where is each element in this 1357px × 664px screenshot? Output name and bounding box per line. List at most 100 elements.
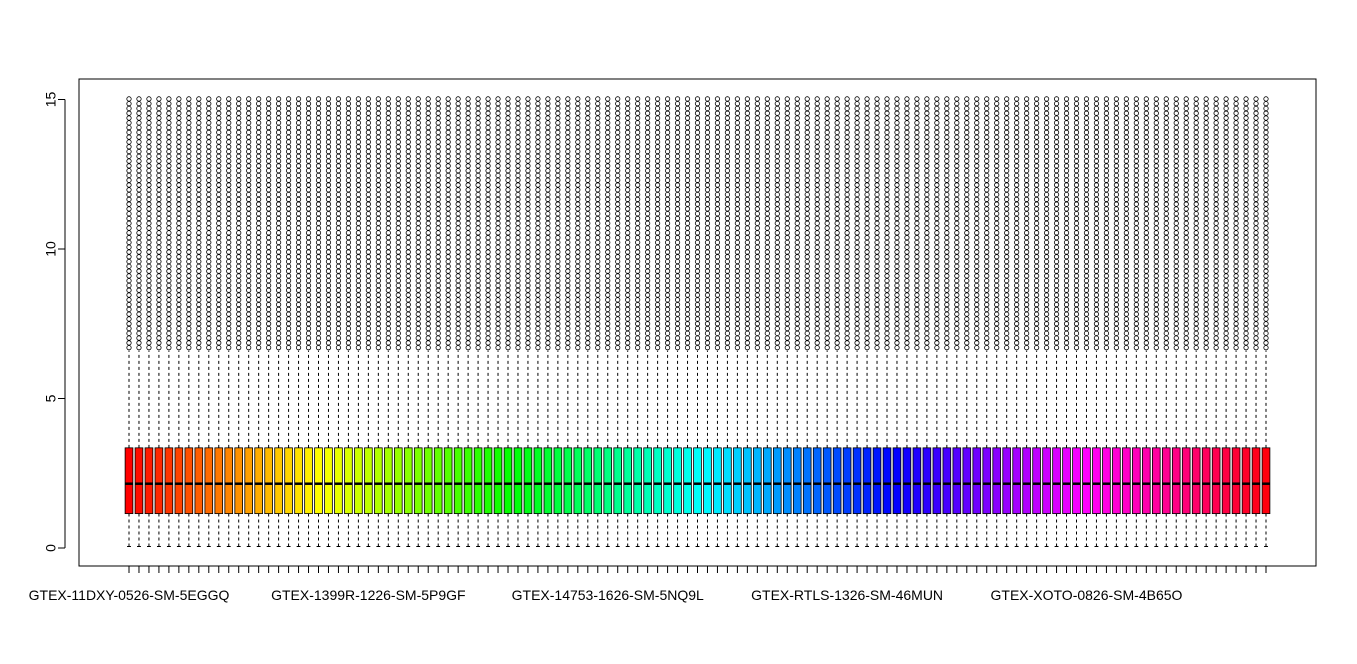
outliers — [385, 96, 391, 351]
box-9 — [204, 96, 214, 548]
box-body — [224, 447, 234, 515]
box-7 — [184, 96, 194, 548]
outliers — [405, 96, 411, 351]
box-body — [463, 447, 473, 515]
outliers — [276, 96, 282, 351]
box-body — [593, 447, 603, 515]
box-6 — [174, 96, 184, 548]
outliers — [126, 96, 132, 351]
outlier-point — [146, 96, 152, 102]
outlier-point — [285, 96, 292, 102]
box-body — [164, 447, 174, 515]
box-body — [264, 447, 273, 515]
outlier-point — [216, 96, 222, 102]
outliers — [325, 96, 332, 351]
outlier-point — [425, 96, 431, 102]
outlier-point — [276, 96, 282, 102]
box-body — [713, 447, 722, 515]
outliers — [525, 96, 531, 351]
outlier-point — [395, 96, 401, 102]
outliers — [355, 96, 361, 351]
box-body — [673, 447, 682, 515]
outliers — [196, 96, 202, 351]
box-30 — [413, 96, 423, 548]
outliers — [236, 96, 242, 351]
outliers — [216, 96, 222, 351]
box-body — [214, 447, 224, 515]
box-18 — [294, 96, 303, 548]
box-body — [483, 447, 493, 515]
outliers — [136, 96, 142, 351]
outliers — [535, 96, 541, 351]
outlier-point — [226, 96, 232, 102]
box-body — [563, 447, 573, 515]
box-14 — [254, 96, 263, 548]
box-body — [723, 447, 732, 515]
box-37 — [483, 96, 493, 548]
box-body — [802, 447, 812, 515]
outliers — [485, 96, 491, 351]
box-2 — [134, 96, 144, 548]
box-body — [393, 447, 403, 515]
box-15 — [264, 96, 273, 548]
box-body — [284, 447, 293, 515]
outlier-point — [236, 96, 242, 102]
box-body — [663, 447, 672, 515]
box-body — [254, 447, 263, 515]
box-body — [753, 447, 762, 515]
outlier-point — [126, 96, 132, 102]
box-body — [423, 447, 433, 515]
outlier-point — [385, 96, 391, 102]
box-body — [523, 447, 533, 515]
outliers — [555, 96, 561, 351]
box-39 — [503, 96, 513, 548]
box-4 — [154, 96, 164, 548]
boxes-layer — [124, 96, 1271, 548]
box-body — [274, 447, 283, 515]
box-body — [952, 447, 962, 515]
box-body — [733, 447, 742, 515]
box-26 — [374, 96, 383, 548]
box-body — [204, 447, 214, 515]
box-body — [433, 447, 443, 515]
box-body — [892, 447, 902, 515]
outlier-point — [136, 96, 142, 102]
outlier-point — [545, 96, 551, 102]
outlier-point — [525, 96, 531, 102]
box-27 — [384, 96, 393, 548]
box-body — [763, 447, 772, 515]
box-12 — [234, 96, 244, 548]
outliers — [515, 96, 521, 351]
box-body — [623, 447, 632, 515]
outliers — [495, 96, 501, 351]
box-20 — [314, 96, 323, 548]
outliers — [345, 96, 352, 351]
box-3 — [144, 96, 154, 548]
box-body — [583, 447, 593, 515]
box-23 — [344, 96, 353, 548]
box-31 — [423, 96, 433, 548]
box-body — [503, 447, 513, 515]
outlier-point — [505, 96, 511, 102]
box-body — [244, 447, 253, 515]
box-body — [354, 447, 363, 515]
outliers — [455, 96, 461, 351]
box-body — [932, 447, 942, 515]
box-body — [912, 447, 922, 515]
box-body — [453, 447, 463, 515]
outliers — [415, 96, 421, 351]
outliers — [146, 96, 152, 351]
box-body — [643, 447, 652, 515]
outliers — [256, 96, 262, 351]
box-body — [693, 447, 702, 515]
box-17 — [284, 96, 293, 548]
outlier-point — [166, 96, 172, 102]
box-body — [852, 447, 862, 515]
outliers — [206, 96, 212, 351]
box-body — [154, 447, 164, 515]
box-body — [792, 447, 802, 515]
box-body — [194, 447, 204, 515]
outlier-point — [206, 96, 212, 102]
outlier-point — [335, 96, 342, 102]
